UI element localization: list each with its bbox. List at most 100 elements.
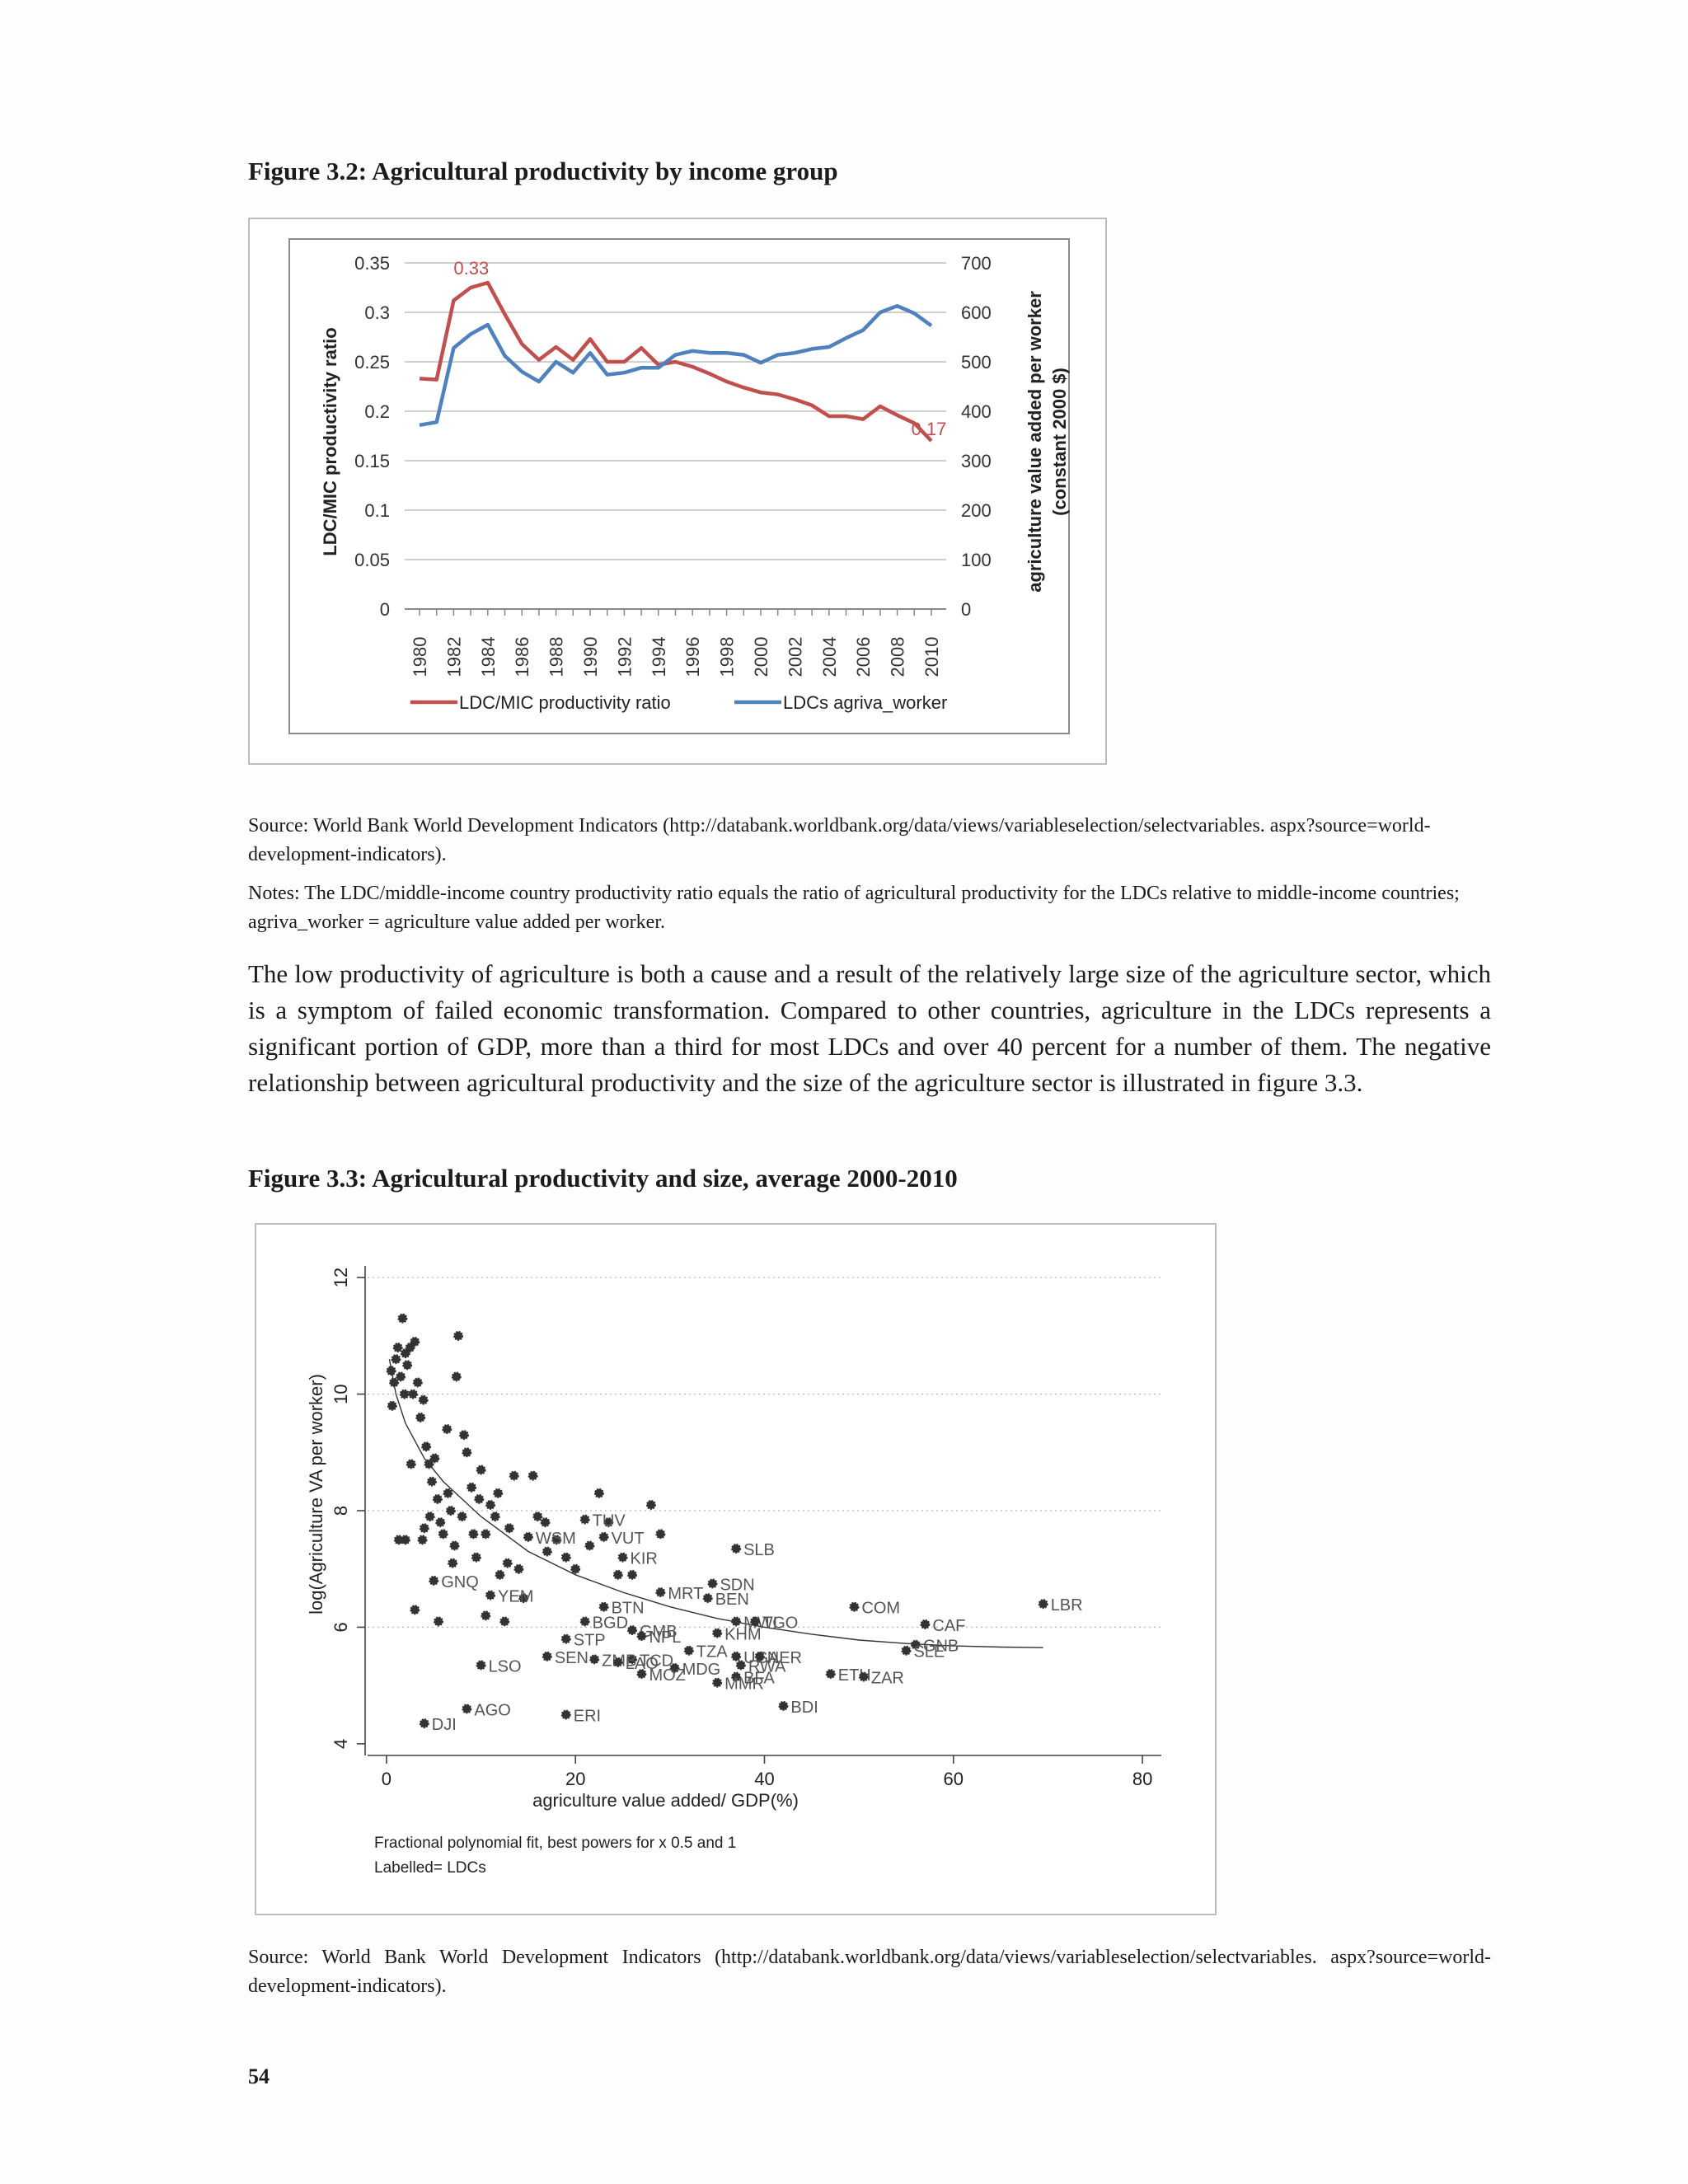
y-left-tick-label: 0 [380,599,390,620]
y-right-axis-title: agriculture value added per worker [1025,291,1045,593]
legend-label-ratio: LDC/MIC productivity ratio [459,692,671,713]
point-label-slb: SLB [743,1541,775,1559]
annotation-max: 0.33 [453,258,489,279]
series-line-agriva [419,303,933,428]
point-label-stp: STP [574,1632,606,1650]
scatter-point [474,1493,485,1504]
y-right-tick-label: 0 [961,599,971,620]
point-label-bgd: BGD [593,1614,628,1632]
scatter-point [481,1529,491,1540]
scatter-point [419,1523,429,1534]
scatter-point-stp [560,1633,571,1644]
x-axis-title: agriculture value added/ GDP(%) [532,1790,799,1811]
scatter-point [429,1453,440,1464]
scatter-point [495,1569,505,1580]
scatter-point-vut [598,1531,609,1542]
figure-3-3-frame: 4 6 8 10 12 0 20 40 60 80 agriculture value added/… [255,1223,1217,1915]
y-axis-title: log(Agriculture VA per worker) [306,1374,326,1615]
scatter-point [392,1343,403,1352]
scatter-point-tuv [579,1514,590,1525]
scatter-point-bdi [778,1700,789,1711]
scatter-point [448,1558,458,1568]
scatter-point-bfa [731,1671,742,1682]
scatter-point [499,1616,510,1627]
point-label-lso: LSO [489,1657,522,1675]
x-tick-label: 1980 [410,637,430,677]
scatter-point [435,1517,446,1528]
x-tick-label: 0 [382,1769,392,1789]
annotation-last: 0.17 [912,419,947,439]
scatter-point [481,1610,491,1621]
x-tick-label: 80 [1132,1769,1152,1789]
point-label-dji: DJI [432,1716,457,1734]
y-left-tick-label: 0.2 [364,401,390,422]
scatter-point-lso [476,1660,486,1671]
scatter-point-eri [560,1709,571,1720]
scatter-point [421,1441,432,1452]
point-label-kir: KIR [631,1550,658,1568]
y-tick-label: 4 [331,1739,351,1749]
y-tick-label: 8 [331,1506,351,1516]
point-label-rwa: RWA [748,1657,786,1675]
scatter-point [410,1336,420,1347]
point-label-zar: ZAR [871,1670,904,1688]
point-label-yem: YEM [498,1588,533,1606]
scatter-point [560,1552,571,1563]
scatter-point-yem [485,1590,496,1601]
y-left-tick-label: 0.3 [364,302,390,323]
point-label-sen: SEN [555,1649,588,1667]
point-label-mdg: MDG [682,1661,721,1679]
scatter-point [493,1488,504,1498]
point-label-bfa: BFA [743,1670,775,1688]
x-tick-label: 1998 [717,637,738,677]
y-left-tick-label: 0.35 [354,253,390,274]
scatter-point-caf [920,1619,931,1629]
y-left-tick-label: 0.05 [354,550,390,570]
scatter-point [513,1563,524,1574]
scatter-point [458,1430,469,1441]
scatter-point-rwa [735,1660,746,1671]
scatter-point-gmb [627,1624,637,1635]
figure-3-2-title: Figure 3.2: Agricultural productivity by… [248,157,838,185]
point-label-ben: BEN [715,1591,749,1609]
scatter-point-zar [858,1671,869,1682]
scatter-point-tgo [750,1616,761,1627]
y-left-tick-label: 0.1 [364,500,390,521]
scatter-point [418,1394,429,1405]
scatter-point [584,1540,595,1551]
y-tick-label: 6 [331,1622,351,1632]
scatter-point-sen [542,1651,552,1661]
scatter-point [542,1546,552,1557]
scatter-point [504,1523,514,1534]
scatter-point [426,1476,437,1487]
point-label-btn: BTN [612,1600,645,1618]
x-tick-label: 60 [944,1769,964,1789]
figure-3-3-title: Figure 3.3: Agricultural productivity an… [248,1164,958,1193]
scatter-point [386,1366,396,1376]
point-label-bdi: BDI [790,1699,818,1717]
scatter-point [396,1371,406,1382]
scatter-point-zmb [589,1654,600,1665]
x-tick-label: 1986 [512,637,532,677]
scatter-point-slb [731,1543,742,1554]
scatter-point-sle [901,1645,912,1656]
fit-note: Fractional polynomial fit, best powers f… [374,1835,736,1852]
scatter-point-lao [612,1657,623,1667]
scatter-point [532,1511,543,1522]
scatter-point [476,1465,486,1475]
scatter-point-eth [825,1669,836,1679]
scatter-point [406,1459,416,1469]
scatter-point [443,1488,453,1498]
y-right-tick-label: 500 [961,352,992,373]
point-label-eri: ERI [574,1708,601,1726]
x-tick-label: 2000 [751,637,771,677]
x-tick-label: 1994 [649,637,669,677]
scatter-point-uga [731,1651,742,1661]
scatter-point [424,1459,434,1469]
x-tick-label: 40 [754,1769,774,1789]
y-tick-label: 10 [331,1384,351,1404]
point-label-mmr: MMR [724,1675,764,1694]
scatter-point [453,1330,464,1341]
scatter-point [445,1506,456,1516]
point-label-moz: MOZ [649,1666,685,1685]
